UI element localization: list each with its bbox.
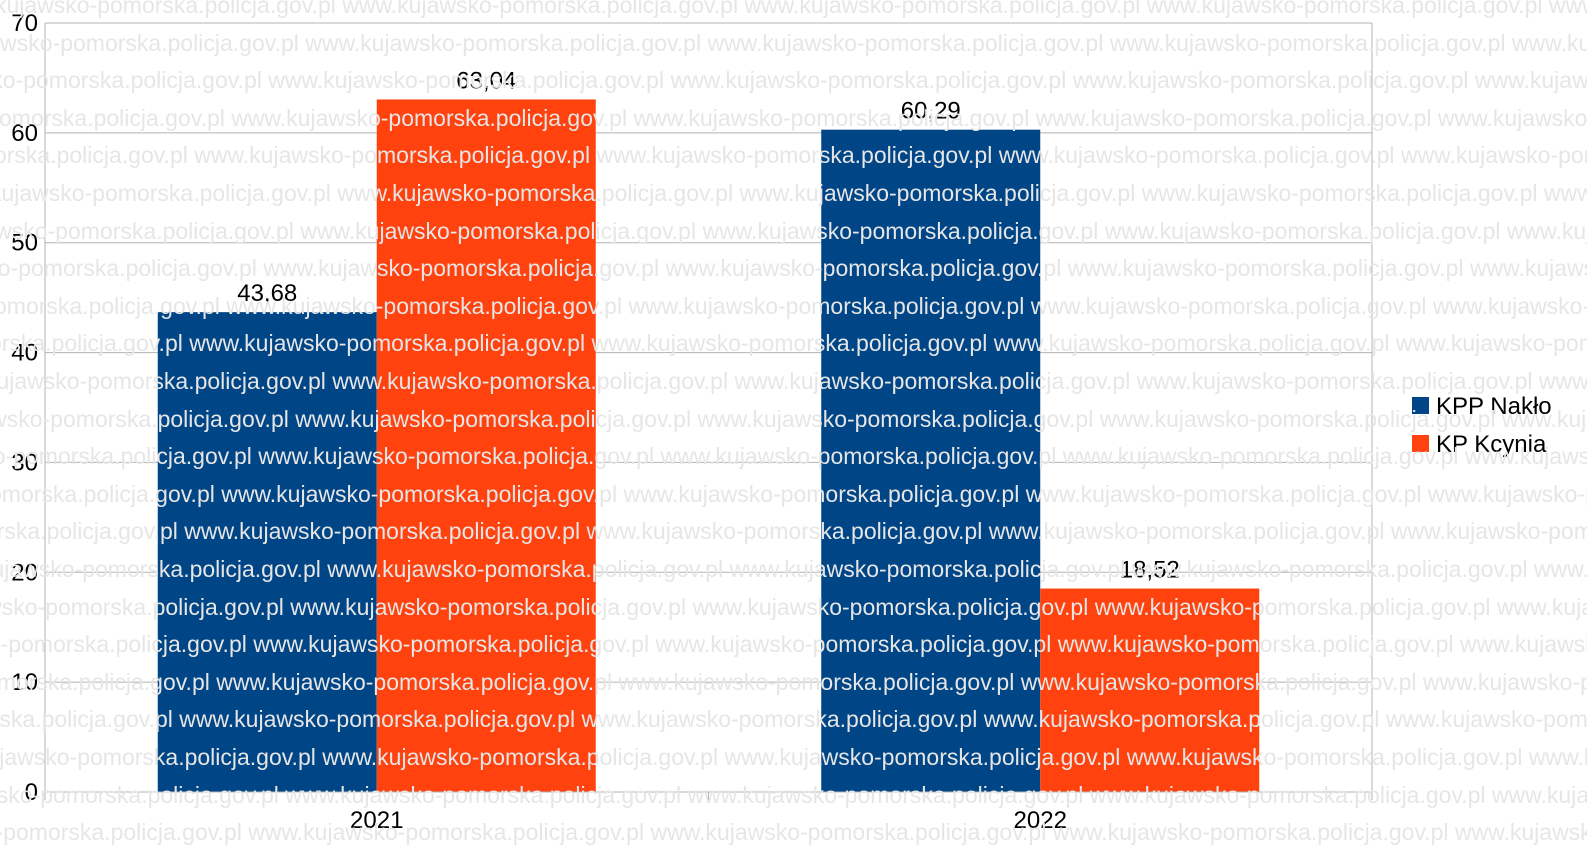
- bar: [376, 99, 596, 792]
- legend-label: KPP Nakło: [1436, 393, 1552, 420]
- x-tick-label: 2022: [1014, 807, 1067, 834]
- y-tick-label: 50: [11, 230, 38, 257]
- legend-label: KP Kcynia: [1436, 431, 1547, 458]
- y-tick-label: 10: [11, 669, 38, 696]
- data-label: 63,04: [456, 67, 516, 94]
- y-tick-label: 30: [11, 449, 38, 476]
- y-tick-label: 70: [11, 10, 38, 37]
- y-tick-label: 0: [25, 779, 38, 806]
- legend-swatch: [1412, 435, 1429, 452]
- x-tick-label: 2021: [350, 807, 403, 834]
- data-label: 18,52: [1120, 557, 1180, 584]
- y-tick-label: 20: [11, 559, 38, 586]
- y-tick-label: 40: [11, 340, 38, 367]
- bar: [157, 312, 377, 792]
- bar: [821, 129, 1041, 793]
- legend-swatch: [1412, 397, 1429, 414]
- y-tick-label: 60: [11, 120, 38, 147]
- bar: [1040, 588, 1260, 792]
- data-label: 60,29: [901, 98, 961, 125]
- data-label: 43,68: [237, 280, 297, 307]
